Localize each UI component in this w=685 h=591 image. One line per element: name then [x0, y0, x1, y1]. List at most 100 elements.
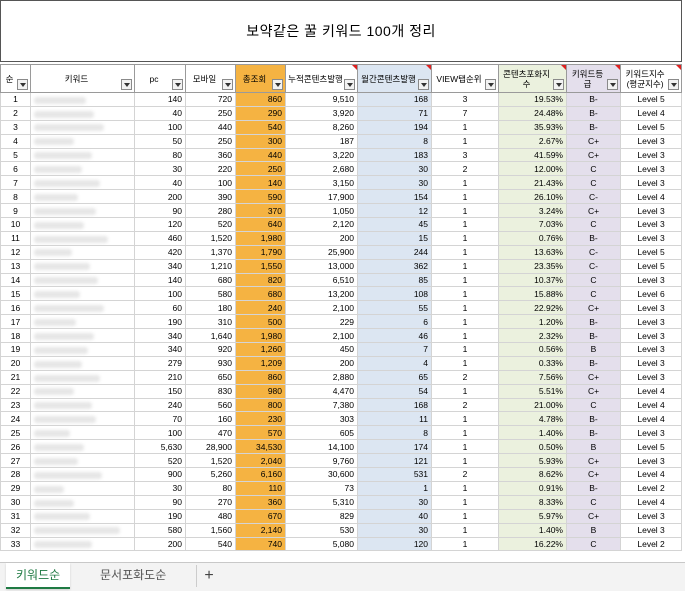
monthly-cell[interactable]: 85: [357, 272, 432, 288]
mobile-cell[interactable]: 180: [185, 300, 236, 316]
saturation-cell[interactable]: 5.97%: [498, 508, 567, 524]
pc-cell[interactable]: 120: [134, 217, 186, 232]
index-cell[interactable]: Level 5: [619, 258, 683, 274]
index-cell[interactable]: Level 3: [619, 161, 683, 177]
total-cell[interactable]: 2,140: [235, 522, 286, 538]
keyword-cell[interactable]: [30, 133, 135, 149]
grade-cell[interactable]: C-: [566, 189, 621, 205]
keyword-cell[interactable]: [30, 494, 135, 510]
viewtab-cell[interactable]: 1: [431, 355, 499, 371]
mobile-cell[interactable]: 390: [185, 189, 236, 205]
keyword-cell[interactable]: [30, 355, 135, 371]
pc-cell[interactable]: 100: [134, 286, 186, 302]
index-cell[interactable]: Level 3: [619, 355, 683, 371]
keyword-cell[interactable]: [30, 258, 135, 274]
total-cell[interactable]: 6,160: [235, 467, 286, 482]
index-cell[interactable]: Level 3: [619, 369, 683, 385]
cumulative-cell[interactable]: 829: [285, 508, 358, 524]
total-cell[interactable]: 980: [235, 383, 286, 399]
saturation-cell[interactable]: 19.53%: [498, 92, 567, 107]
monthly-cell[interactable]: 168: [357, 92, 432, 107]
cumulative-cell[interactable]: 229: [285, 314, 358, 330]
viewtab-cell[interactable]: 1: [431, 439, 499, 455]
total-cell[interactable]: 34,530: [235, 439, 286, 455]
keyword-cell[interactable]: [30, 508, 135, 524]
saturation-cell[interactable]: 3.24%: [498, 203, 567, 219]
cumulative-cell[interactable]: 25,900: [285, 244, 358, 260]
saturation-cell[interactable]: 8.62%: [498, 467, 567, 482]
pc-cell[interactable]: 210: [134, 369, 186, 385]
index-cell[interactable]: Level 4: [619, 494, 683, 510]
keyword-cell[interactable]: [30, 397, 135, 413]
monthly-cell[interactable]: 12: [357, 203, 432, 219]
pc-cell[interactable]: 460: [134, 230, 186, 246]
mobile-cell[interactable]: 220: [185, 161, 236, 177]
keyword-cell[interactable]: [30, 314, 135, 330]
viewtab-cell[interactable]: 1: [431, 230, 499, 246]
row-number[interactable]: 6: [0, 161, 31, 177]
row-number[interactable]: 32: [0, 522, 31, 538]
table-row[interactable]: 27 520 1,520 2,040 9,760 121 1 5.93% C+ Level 3: [0, 453, 683, 469]
pc-cell[interactable]: 140: [134, 272, 186, 288]
monthly-cell[interactable]: 120: [357, 536, 432, 552]
saturation-cell[interactable]: 1.40%: [498, 522, 567, 538]
total-cell[interactable]: 500: [235, 314, 286, 330]
total-cell[interactable]: 290: [235, 105, 286, 121]
monthly-cell[interactable]: 531: [357, 467, 432, 482]
total-cell[interactable]: 1,980: [235, 230, 286, 246]
grade-cell[interactable]: B-: [566, 314, 621, 330]
saturation-cell[interactable]: 7.03%: [498, 217, 567, 232]
pc-cell[interactable]: 340: [134, 258, 186, 274]
row-number[interactable]: 13: [0, 258, 31, 274]
saturation-cell[interactable]: 21.43%: [498, 175, 567, 191]
total-cell[interactable]: 2,040: [235, 453, 286, 469]
mobile-cell[interactable]: 650: [185, 369, 236, 385]
table-row[interactable]: 25 100 470 570 605 8 1 1.40% B- Level 3: [0, 425, 683, 441]
monthly-cell[interactable]: 8: [357, 133, 432, 149]
saturation-cell[interactable]: 1.20%: [498, 314, 567, 330]
saturation-cell[interactable]: 4.78%: [498, 411, 567, 427]
mobile-cell[interactable]: 310: [185, 314, 236, 330]
pc-cell[interactable]: 200: [134, 189, 186, 205]
cumulative-cell[interactable]: 13,000: [285, 258, 358, 274]
mobile-cell[interactable]: 270: [185, 494, 236, 510]
cumulative-cell[interactable]: 200: [285, 230, 358, 246]
mobile-cell[interactable]: 160: [185, 411, 236, 427]
saturation-cell[interactable]: 16.22%: [498, 536, 567, 552]
row-number[interactable]: 1: [0, 92, 31, 107]
monthly-cell[interactable]: 30: [357, 494, 432, 510]
row-number[interactable]: 27: [0, 453, 31, 469]
viewtab-cell[interactable]: 1: [431, 425, 499, 441]
keyword-cell[interactable]: [30, 161, 135, 177]
total-cell[interactable]: 800: [235, 397, 286, 413]
index-cell[interactable]: Level 3: [619, 453, 683, 469]
filter-dropdown-icon[interactable]: [553, 79, 564, 90]
total-cell[interactable]: 250: [235, 161, 286, 177]
monthly-cell[interactable]: 30: [357, 522, 432, 538]
cumulative-cell[interactable]: 17,900: [285, 189, 358, 205]
total-cell[interactable]: 1,790: [235, 244, 286, 260]
mobile-cell[interactable]: 280: [185, 203, 236, 219]
mobile-cell[interactable]: 100: [185, 175, 236, 191]
mobile-cell[interactable]: 830: [185, 383, 236, 399]
mobile-cell[interactable]: 470: [185, 425, 236, 441]
cumulative-cell[interactable]: 530: [285, 522, 358, 538]
monthly-cell[interactable]: 11: [357, 411, 432, 427]
monthly-cell[interactable]: 30: [357, 161, 432, 177]
grade-cell[interactable]: C-: [566, 258, 621, 274]
index-cell[interactable]: Level 3: [619, 314, 683, 330]
viewtab-cell[interactable]: 1: [431, 522, 499, 538]
saturation-cell[interactable]: 21.00%: [498, 397, 567, 413]
total-cell[interactable]: 1,980: [235, 328, 286, 344]
cumulative-cell[interactable]: 2,120: [285, 217, 358, 232]
row-number[interactable]: 26: [0, 439, 31, 455]
index-cell[interactable]: Level 5: [619, 119, 683, 135]
pc-cell[interactable]: 340: [134, 328, 186, 344]
row-number[interactable]: 9: [0, 203, 31, 219]
saturation-cell[interactable]: 0.33%: [498, 355, 567, 371]
table-row[interactable]: 30 90 270 360 5,310 30 1 8.33% C Level 4: [0, 494, 683, 510]
index-cell[interactable]: Level 3: [619, 342, 683, 357]
index-cell[interactable]: Level 3: [619, 508, 683, 524]
saturation-cell[interactable]: 0.76%: [498, 230, 567, 246]
grade-cell[interactable]: B-: [566, 425, 621, 441]
